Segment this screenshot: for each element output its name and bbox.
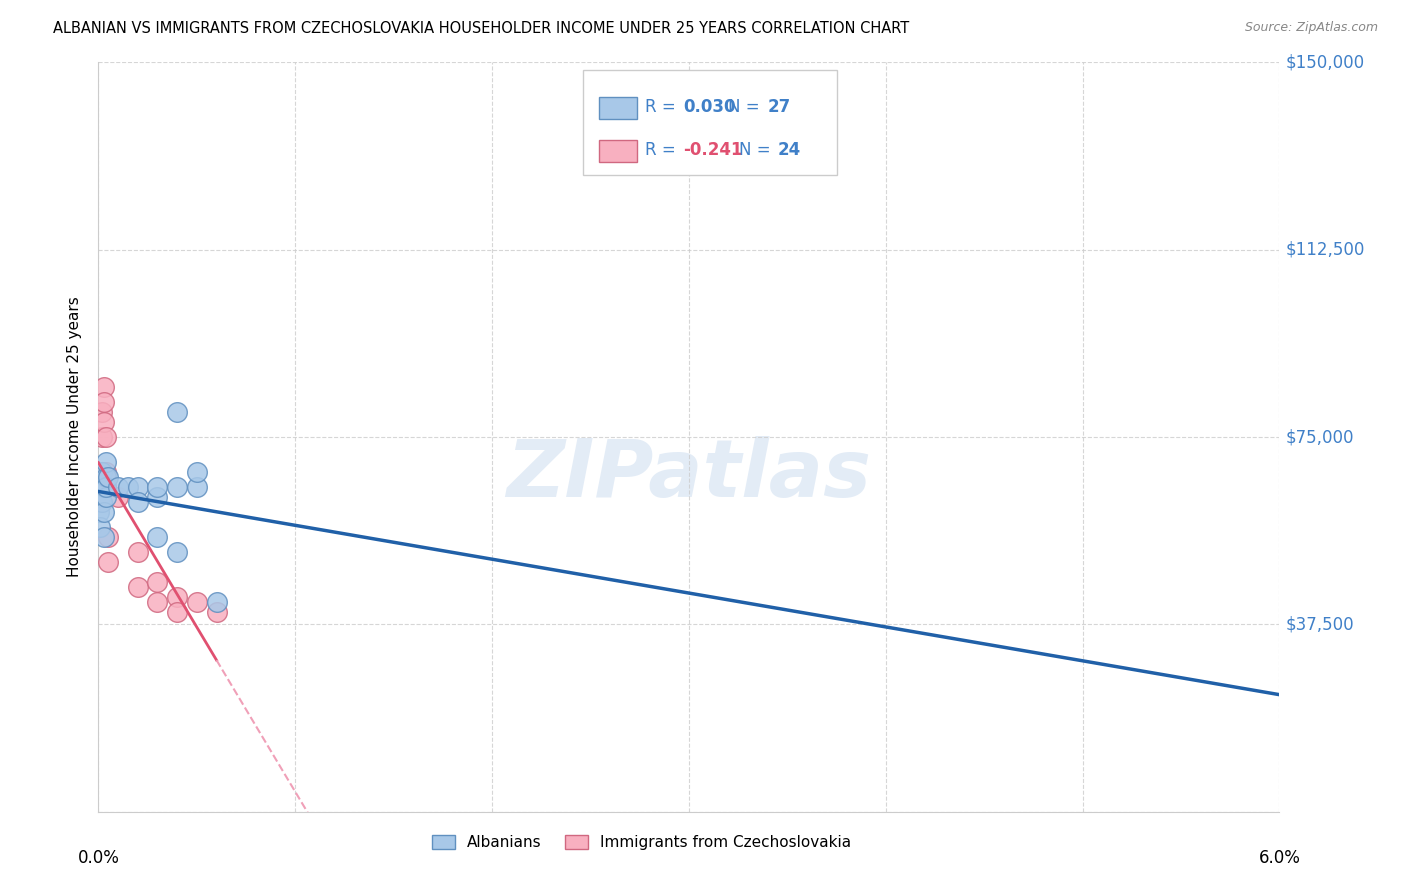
Point: [89, 480, 111, 494]
Point: [127, 580, 149, 594]
Point: [186, 465, 208, 479]
Point: [89, 520, 111, 534]
Text: R =: R =: [645, 141, 682, 159]
Point: [186, 480, 208, 494]
Y-axis label: Householder Income Under 25 years: Householder Income Under 25 years: [67, 297, 83, 577]
Point: [96, 480, 118, 494]
Point: [97, 555, 120, 569]
Text: 0.0%: 0.0%: [77, 849, 120, 867]
Point: [186, 595, 208, 609]
Point: [93, 380, 115, 394]
FancyBboxPatch shape: [599, 97, 637, 120]
Text: $112,500: $112,500: [1285, 241, 1365, 259]
Point: [93, 530, 115, 544]
Point: [91, 495, 114, 509]
Point: [89, 490, 111, 504]
Point: [97, 470, 120, 484]
Point: [96, 455, 118, 469]
Point: [166, 590, 188, 604]
Point: [89, 470, 111, 484]
Point: [96, 490, 118, 504]
Text: $150,000: $150,000: [1285, 54, 1364, 71]
Point: [97, 530, 120, 544]
Point: [146, 595, 169, 609]
Point: [91, 405, 114, 419]
Point: [93, 480, 115, 494]
Text: $37,500: $37,500: [1285, 615, 1354, 633]
Text: R =: R =: [645, 98, 682, 116]
Text: N =: N =: [728, 98, 765, 116]
Point: [166, 605, 188, 619]
Text: ZIPatlas: ZIPatlas: [506, 435, 872, 514]
Point: [89, 495, 111, 509]
Point: [166, 480, 188, 494]
Point: [96, 465, 118, 479]
Point: [96, 470, 118, 484]
Point: [146, 530, 169, 544]
Point: [127, 545, 149, 559]
Point: [127, 480, 149, 494]
Point: [107, 490, 129, 504]
Point: [89, 480, 111, 494]
FancyBboxPatch shape: [582, 70, 837, 175]
Text: 24: 24: [778, 141, 801, 159]
Text: 0.030: 0.030: [683, 98, 735, 116]
Point: [96, 480, 118, 494]
Point: [166, 405, 188, 419]
Point: [166, 545, 188, 559]
Point: [205, 595, 228, 609]
Text: $75,000: $75,000: [1285, 428, 1354, 446]
Point: [91, 465, 114, 479]
Point: [89, 480, 111, 494]
Point: [91, 465, 114, 479]
Point: [107, 480, 129, 494]
Point: [93, 415, 115, 429]
Point: [205, 605, 228, 619]
Point: [89, 505, 111, 519]
Point: [117, 480, 139, 494]
Point: [146, 480, 169, 494]
Text: -0.241: -0.241: [683, 141, 742, 159]
Legend: Albanians, Immigrants from Czechoslovakia: Albanians, Immigrants from Czechoslovaki…: [426, 830, 858, 856]
Point: [93, 505, 115, 519]
Point: [93, 395, 115, 409]
Point: [146, 490, 169, 504]
Point: [91, 430, 114, 444]
FancyBboxPatch shape: [599, 140, 637, 162]
Text: N =: N =: [738, 141, 776, 159]
Text: 27: 27: [768, 98, 792, 116]
Point: [146, 574, 169, 589]
Text: ALBANIAN VS IMMIGRANTS FROM CZECHOSLOVAKIA HOUSEHOLDER INCOME UNDER 25 YEARS COR: ALBANIAN VS IMMIGRANTS FROM CZECHOSLOVAK…: [53, 21, 910, 37]
Point: [127, 495, 149, 509]
Point: [96, 430, 118, 444]
Text: 6.0%: 6.0%: [1258, 849, 1301, 867]
Text: Source: ZipAtlas.com: Source: ZipAtlas.com: [1244, 21, 1378, 35]
